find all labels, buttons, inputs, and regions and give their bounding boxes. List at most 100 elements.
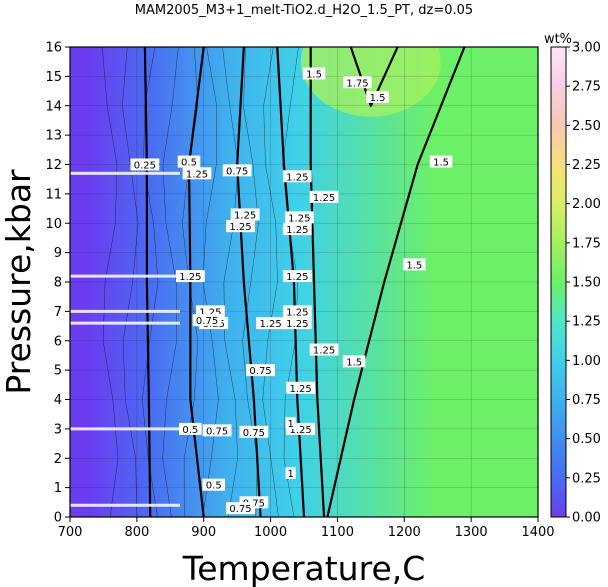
contour-label: 1.25 — [309, 190, 339, 204]
colorbar-tick-label: 0.75 — [572, 393, 601, 408]
x-tick-label: 1000 — [254, 525, 287, 540]
contour-lines — [102, 47, 466, 517]
colorbar-tick-label: 1.25 — [572, 315, 601, 330]
y-tick-label: 13 — [45, 129, 62, 144]
contour-1.25 — [309, 47, 326, 517]
contour-0.75 — [236, 47, 262, 517]
minor-contour — [222, 47, 239, 517]
svg-text:1.25: 1.25 — [179, 272, 201, 283]
contour-label: 0.75 — [226, 502, 255, 515]
contour-label: 1.5 — [366, 90, 389, 104]
scan-band — [70, 321, 180, 325]
colorbar-tick-label: 2.75 — [572, 80, 601, 95]
colorbar-tick-label: 0.00 — [572, 511, 601, 526]
colorbar: wt% 0.00 0.25 0.50 0.75 1.00 1.25 1.50 1.75 2.00… — [544, 32, 601, 526]
contour-label: 1.5 — [302, 67, 326, 80]
white-scan-bands — [70, 171, 180, 507]
svg-text:1.5: 1.5 — [406, 260, 422, 271]
svg-text:1.25: 1.25 — [290, 384, 312, 395]
colorbar-tick-label: 3.00 — [572, 41, 601, 56]
contour-1.5 — [326, 47, 466, 517]
scan-band — [70, 503, 180, 507]
contour-label: 1.25 — [282, 223, 312, 236]
contour-label: 0.75 — [246, 364, 275, 377]
y-tick-label: 12 — [45, 158, 62, 173]
contour-label: 1.25 — [282, 270, 312, 283]
svg-text:1.5: 1.5 — [306, 69, 322, 80]
y-tick-label: 8 — [54, 276, 62, 291]
svg-text:1.25: 1.25 — [313, 193, 335, 204]
x-tick-label: 700 — [58, 525, 83, 540]
contour-label: 1.5 — [403, 258, 426, 271]
contour-label: 1.5 — [342, 355, 366, 368]
contour-label: 1.25 — [284, 211, 314, 224]
colorbar-tick-label: 2.25 — [572, 158, 601, 173]
contour-label: 1 — [285, 466, 296, 480]
contour-label: 1 — [285, 417, 296, 430]
svg-text:1.25: 1.25 — [229, 222, 251, 233]
svg-text:1.5: 1.5 — [346, 357, 362, 368]
svg-text:1.25: 1.25 — [286, 319, 308, 330]
svg-text:1.25: 1.25 — [286, 307, 308, 318]
svg-text:1.5: 1.5 — [370, 93, 386, 104]
contour-0.25 — [143, 47, 152, 517]
x-tick-label: 1300 — [455, 525, 488, 540]
contour-label: 1.75 — [343, 76, 372, 89]
svg-text:0.75: 0.75 — [226, 166, 248, 177]
colorbar-tick-label: 2.50 — [572, 119, 601, 134]
minor-contour — [242, 47, 259, 517]
x-axis-ticks: 700 800 900 1000 1100 1200 1300 1400 — [58, 517, 555, 540]
contour-labels: 0.25 0.51.25 0.751.251.251.25 1.251.25 1.251… — [130, 67, 453, 515]
svg-text:1.25: 1.25 — [288, 213, 310, 224]
svg-text:1.25: 1.25 — [186, 169, 208, 180]
scan-band — [70, 309, 180, 313]
contour-label: 0.75 — [239, 425, 269, 439]
x-tick-label: 1200 — [388, 525, 421, 540]
scan-band — [70, 274, 180, 278]
svg-text:1.25: 1.25 — [286, 172, 308, 183]
colorbar-tick-label: 2.00 — [572, 197, 601, 212]
colorbar-tick-label: 1.50 — [572, 276, 601, 291]
y-axis-label: Pressure,kbar — [0, 169, 38, 395]
y-tick-label: 5 — [54, 364, 62, 379]
svg-text:1: 1 — [287, 469, 293, 480]
colorbar-ramp — [550, 46, 567, 518]
svg-text:1.25: 1.25 — [290, 425, 312, 436]
contour-label: 0.75 — [202, 424, 232, 437]
scan-band — [70, 427, 180, 431]
contour-label: 0.5 — [179, 422, 202, 436]
svg-text:0.75: 0.75 — [206, 426, 228, 437]
contour-1.75 — [349, 47, 399, 107]
x-tick-label: 800 — [124, 525, 149, 540]
contour-label: 1.25 — [309, 343, 339, 357]
y-tick-label: 14 — [45, 99, 62, 114]
svg-text:1.5: 1.5 — [433, 158, 449, 169]
y-tick-label: 9 — [54, 246, 62, 261]
contour-label: 1.25 — [256, 317, 285, 330]
contour-label: 1.5 — [429, 155, 453, 169]
y-tick-label: 10 — [45, 217, 62, 232]
colorbar-label: wt% — [544, 32, 572, 47]
colorbar-tick-label: 1.00 — [572, 354, 601, 369]
contour-label: 1.25 — [182, 167, 212, 180]
y-tick-label: 0 — [54, 511, 62, 526]
y-tick-label: 3 — [54, 422, 62, 437]
minor-contour — [122, 47, 139, 517]
contour-label: 1.25 — [282, 305, 312, 318]
svg-text:0.5: 0.5 — [182, 425, 198, 436]
x-tick-label: 1100 — [321, 525, 354, 540]
svg-text:0.75: 0.75 — [196, 316, 218, 327]
colorbar-tick-label: 0.25 — [572, 471, 601, 486]
contour-label: 1.25 — [175, 270, 205, 283]
chart-title: MAM2005_M3+1_melt-TiO2.d_H2O_1.5_PT, dz=… — [135, 3, 473, 18]
minor-contour — [262, 47, 279, 517]
svg-text:0.5: 0.5 — [206, 481, 222, 492]
svg-text:1: 1 — [287, 419, 293, 430]
svg-text:0.75: 0.75 — [249, 366, 271, 377]
contour-label: 0.75 — [192, 314, 222, 327]
svg-text:0.75: 0.75 — [243, 428, 265, 439]
y-tick-label: 2 — [54, 452, 62, 467]
svg-text:1.25: 1.25 — [259, 319, 281, 330]
